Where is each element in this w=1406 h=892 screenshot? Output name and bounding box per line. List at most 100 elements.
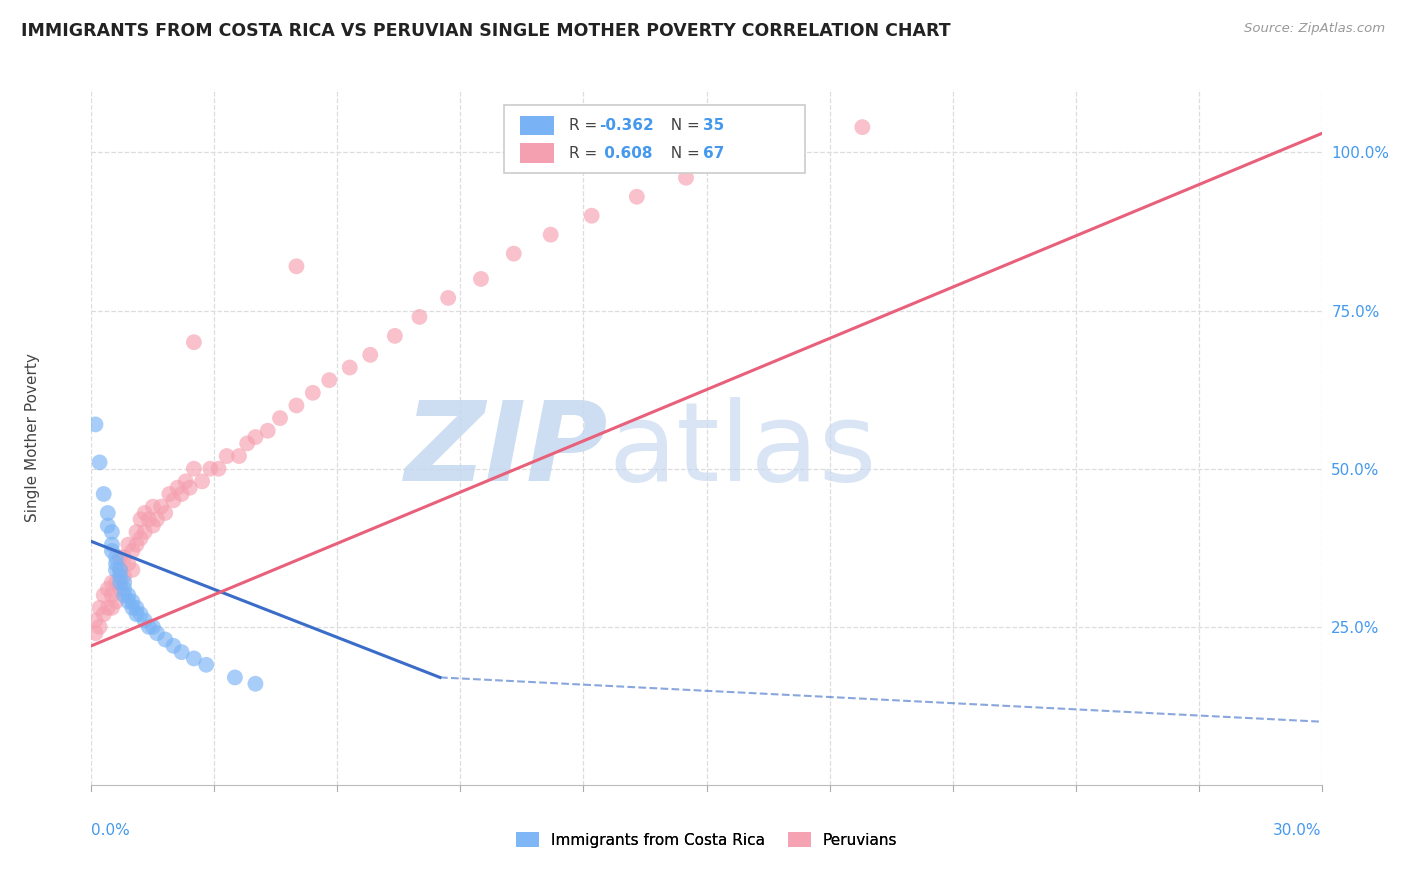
Point bbox=[224, 670, 246, 684]
Point bbox=[101, 575, 124, 590]
Point bbox=[269, 411, 291, 425]
Point bbox=[162, 493, 184, 508]
Point bbox=[228, 449, 250, 463]
Point bbox=[105, 594, 127, 608]
Point bbox=[89, 620, 111, 634]
Text: R =: R = bbox=[568, 145, 602, 161]
Point bbox=[408, 310, 430, 324]
Point bbox=[437, 291, 460, 305]
Point bbox=[117, 557, 139, 571]
Point bbox=[129, 512, 152, 526]
Point bbox=[339, 360, 361, 375]
Point bbox=[245, 677, 267, 691]
Point bbox=[170, 487, 193, 501]
Point bbox=[89, 455, 111, 469]
Text: 67: 67 bbox=[703, 145, 724, 161]
Text: -0.362: -0.362 bbox=[599, 118, 654, 133]
FancyBboxPatch shape bbox=[503, 104, 804, 173]
Point bbox=[112, 582, 135, 596]
Point bbox=[195, 657, 218, 672]
Text: ZIP: ZIP bbox=[405, 398, 607, 505]
Point bbox=[150, 500, 173, 514]
Point bbox=[384, 329, 406, 343]
Point bbox=[285, 260, 308, 274]
Text: 0.0%: 0.0% bbox=[91, 823, 131, 838]
Point bbox=[153, 632, 177, 647]
Point bbox=[108, 563, 131, 577]
Text: Single Mother Poverty: Single Mother Poverty bbox=[25, 352, 39, 522]
Point bbox=[84, 626, 107, 640]
Point bbox=[108, 563, 131, 577]
Point bbox=[121, 544, 143, 558]
Text: Source: ZipAtlas.com: Source: ZipAtlas.com bbox=[1244, 22, 1385, 36]
Point bbox=[170, 645, 193, 659]
Point bbox=[191, 475, 214, 489]
Point bbox=[112, 569, 135, 583]
Point bbox=[359, 348, 381, 362]
Point bbox=[97, 600, 120, 615]
Text: 0.608: 0.608 bbox=[599, 145, 652, 161]
Point bbox=[117, 538, 139, 552]
Point bbox=[157, 487, 180, 501]
Point bbox=[125, 607, 148, 622]
Point bbox=[108, 582, 131, 596]
Point bbox=[183, 335, 205, 350]
Point bbox=[162, 639, 184, 653]
Point bbox=[108, 575, 131, 590]
Point bbox=[101, 544, 124, 558]
FancyBboxPatch shape bbox=[520, 116, 554, 135]
Point bbox=[581, 209, 603, 223]
Point bbox=[166, 481, 188, 495]
Point bbox=[502, 246, 524, 260]
Point bbox=[105, 575, 127, 590]
Point bbox=[84, 417, 107, 432]
Point bbox=[728, 152, 751, 166]
Point bbox=[93, 487, 115, 501]
Point bbox=[121, 600, 143, 615]
Point bbox=[121, 594, 143, 608]
Point bbox=[142, 518, 165, 533]
Point bbox=[101, 588, 124, 602]
Point bbox=[112, 550, 135, 565]
Point bbox=[125, 600, 148, 615]
Point bbox=[117, 588, 139, 602]
Point bbox=[101, 524, 124, 539]
Point bbox=[142, 500, 165, 514]
Point bbox=[285, 399, 308, 413]
Point bbox=[108, 569, 131, 583]
Point bbox=[105, 550, 127, 565]
Point bbox=[215, 449, 238, 463]
Point bbox=[129, 607, 152, 622]
Point bbox=[142, 620, 165, 634]
Point bbox=[626, 190, 648, 204]
Text: IMMIGRANTS FROM COSTA RICA VS PERUVIAN SINGLE MOTHER POVERTY CORRELATION CHART: IMMIGRANTS FROM COSTA RICA VS PERUVIAN S… bbox=[21, 22, 950, 40]
Point bbox=[105, 563, 127, 577]
Point bbox=[138, 620, 160, 634]
Legend: Immigrants from Costa Rica, Peruvians: Immigrants from Costa Rica, Peruvians bbox=[509, 826, 904, 854]
Point bbox=[318, 373, 340, 387]
FancyBboxPatch shape bbox=[520, 144, 554, 163]
Text: 35: 35 bbox=[703, 118, 724, 133]
Point bbox=[207, 461, 229, 475]
Point bbox=[112, 575, 135, 590]
Point bbox=[112, 588, 135, 602]
Text: 30.0%: 30.0% bbox=[1274, 823, 1322, 838]
Point bbox=[93, 588, 115, 602]
Point bbox=[129, 531, 152, 545]
Point bbox=[117, 594, 139, 608]
Text: N =: N = bbox=[661, 145, 704, 161]
Point bbox=[236, 436, 259, 450]
Point bbox=[134, 524, 156, 539]
Point bbox=[675, 170, 697, 185]
Point bbox=[851, 120, 873, 135]
Text: R =: R = bbox=[568, 118, 602, 133]
Point bbox=[301, 385, 323, 400]
Point bbox=[84, 614, 107, 628]
Point bbox=[134, 614, 156, 628]
Point bbox=[786, 139, 808, 153]
Point bbox=[101, 538, 124, 552]
Point bbox=[89, 600, 111, 615]
Point bbox=[256, 424, 278, 438]
Text: N =: N = bbox=[661, 118, 704, 133]
Point bbox=[108, 550, 131, 565]
